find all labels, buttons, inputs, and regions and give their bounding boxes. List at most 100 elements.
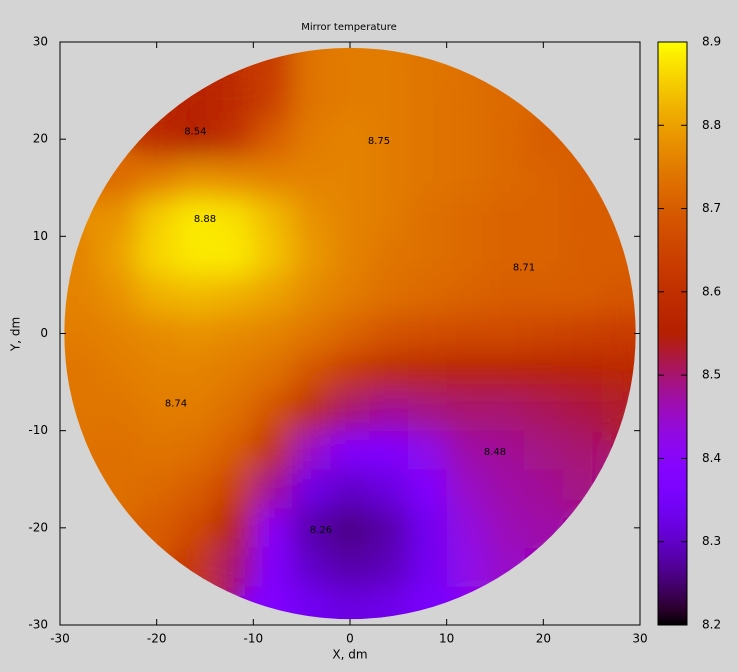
x-tick-label: 20 xyxy=(536,632,551,646)
x-tick-label: -20 xyxy=(147,632,167,646)
heat-cell xyxy=(369,352,409,393)
contour-label: 8.71 xyxy=(513,262,535,273)
heat-cell xyxy=(562,469,602,509)
colorbar xyxy=(657,41,688,626)
x-axis-label: X, dm xyxy=(332,648,367,662)
heat-cell xyxy=(253,430,293,471)
heat-cell xyxy=(176,275,216,315)
heat-cell xyxy=(485,469,525,509)
heat-cell xyxy=(524,314,564,354)
heat-cell xyxy=(330,352,370,393)
y-axis-label: Y, dm xyxy=(9,317,23,352)
heat-cell xyxy=(369,586,409,620)
contour-label: 8.75 xyxy=(368,136,390,147)
heat-cell xyxy=(485,275,525,315)
heat-cell xyxy=(446,236,486,276)
heat-cell xyxy=(137,391,177,432)
heat-cell xyxy=(485,430,525,471)
heat-cell xyxy=(485,158,525,198)
heat-cell xyxy=(214,158,254,198)
heat-cell xyxy=(562,236,602,276)
heat-cell xyxy=(524,430,564,471)
heat-cell xyxy=(369,391,409,432)
contour-label: 8.74 xyxy=(165,398,187,409)
heat-cell xyxy=(176,80,216,121)
heat-cell xyxy=(330,197,370,237)
contour-label: 8.54 xyxy=(184,126,206,137)
heat-cell xyxy=(64,391,100,432)
heat-cell xyxy=(524,197,564,237)
heat-cell xyxy=(485,80,525,121)
heat-cell xyxy=(176,469,216,509)
heat-cell xyxy=(253,314,293,354)
heat-cell xyxy=(98,158,138,198)
x-tick-label: 0 xyxy=(346,632,354,646)
heat-cell xyxy=(408,547,448,587)
heat-cell xyxy=(98,391,138,432)
colorbar-tick-label: 8.7 xyxy=(702,201,721,215)
heat-cell xyxy=(369,547,409,587)
heat-cell xyxy=(446,547,486,587)
heat-cell xyxy=(408,314,448,354)
heat-cell xyxy=(137,314,177,354)
heat-cell xyxy=(214,352,254,393)
heat-cell xyxy=(214,430,254,471)
colorbar-tick-label: 8.3 xyxy=(702,534,721,548)
heat-cell xyxy=(253,47,293,82)
heat-cell xyxy=(292,80,332,121)
heat-cell xyxy=(253,158,293,198)
heat-cell xyxy=(137,158,177,198)
heat-cell xyxy=(369,430,409,471)
heat-cell xyxy=(601,314,636,354)
y-tick-label: 0 xyxy=(40,326,48,340)
x-tick-label: -30 xyxy=(50,632,70,646)
heat-cell xyxy=(485,314,525,354)
heat-cell xyxy=(292,469,332,509)
heat-cell xyxy=(408,236,448,276)
heatmap-cells xyxy=(64,47,636,620)
heat-cell xyxy=(137,236,177,276)
heat-cell xyxy=(369,275,409,315)
heat-cell xyxy=(292,236,332,276)
heat-cell xyxy=(64,352,100,393)
colorbar-tick-label: 8.9 xyxy=(702,35,721,49)
heat-cell xyxy=(98,352,138,393)
heat-cell xyxy=(176,314,216,354)
heat-cell xyxy=(330,430,370,471)
heat-cell xyxy=(176,391,216,432)
heat-cell xyxy=(330,119,370,160)
heat-cell xyxy=(446,275,486,315)
heat-cell xyxy=(524,391,564,432)
heat-cell xyxy=(408,80,448,121)
heat-cell xyxy=(137,469,177,509)
heat-cell xyxy=(253,547,293,587)
y-tick-label: -10 xyxy=(28,423,48,437)
contour-label: 8.26 xyxy=(310,525,332,536)
heat-cell xyxy=(408,47,448,82)
heat-cell xyxy=(330,80,370,121)
heat-cell xyxy=(485,352,525,393)
y-tick-label: -20 xyxy=(28,520,48,534)
heat-cell xyxy=(369,80,409,121)
heat-cell xyxy=(176,430,216,471)
heat-cell xyxy=(408,275,448,315)
heat-cell xyxy=(369,158,409,198)
heat-cell xyxy=(408,391,448,432)
heat-cell xyxy=(330,158,370,198)
colorbar-tick-label: 8.6 xyxy=(702,284,721,298)
heat-cell xyxy=(98,236,138,276)
heat-cell xyxy=(214,275,254,315)
heat-cell xyxy=(292,275,332,315)
heat-cell xyxy=(446,508,486,548)
heat-cell xyxy=(98,469,138,509)
heat-cell xyxy=(524,352,564,393)
heat-cell xyxy=(601,275,636,315)
heat-cell xyxy=(214,197,254,237)
heat-cell xyxy=(330,508,370,548)
heat-cell xyxy=(330,314,370,354)
heatmap xyxy=(64,47,636,620)
heat-cell xyxy=(253,352,293,393)
heat-cell xyxy=(408,586,448,620)
heat-cell xyxy=(292,547,332,587)
